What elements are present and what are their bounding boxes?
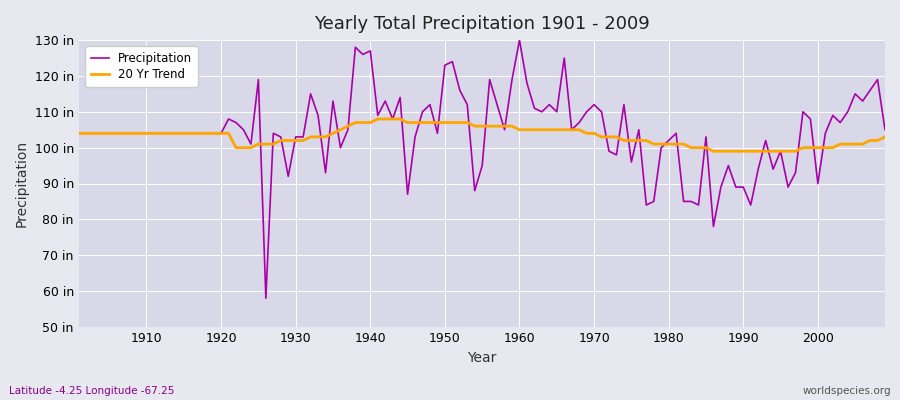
20 Yr Trend [298, 138, 309, 143]
Precipitation [74, 131, 85, 136]
Text: Latitude -4.25 Longitude -67.25: Latitude -4.25 Longitude -67.25 [9, 386, 175, 396]
Precipitation [133, 131, 144, 136]
Precipitation [260, 296, 271, 301]
Precipitation [529, 106, 540, 111]
Text: worldspecies.org: worldspecies.org [803, 386, 891, 396]
20 Yr Trend [708, 149, 719, 154]
X-axis label: Year: Year [467, 351, 497, 365]
20 Yr Trend [879, 134, 890, 139]
Precipitation [514, 38, 525, 42]
20 Yr Trend [514, 127, 525, 132]
Precipitation [305, 92, 316, 96]
20 Yr Trend [611, 134, 622, 139]
20 Yr Trend [343, 124, 354, 128]
20 Yr Trend [373, 116, 383, 121]
Title: Yearly Total Precipitation 1901 - 2009: Yearly Total Precipitation 1901 - 2009 [314, 15, 650, 33]
Line: 20 Yr Trend: 20 Yr Trend [79, 119, 885, 151]
Precipitation [350, 45, 361, 50]
Legend: Precipitation, 20 Yr Trend: Precipitation, 20 Yr Trend [86, 46, 198, 87]
20 Yr Trend [74, 131, 85, 136]
Precipitation [521, 81, 532, 86]
Precipitation [618, 102, 629, 107]
Line: Precipitation: Precipitation [79, 40, 885, 298]
Y-axis label: Precipitation: Precipitation [15, 140, 29, 227]
20 Yr Trend [133, 131, 144, 136]
20 Yr Trend [521, 127, 532, 132]
Precipitation [879, 127, 890, 132]
